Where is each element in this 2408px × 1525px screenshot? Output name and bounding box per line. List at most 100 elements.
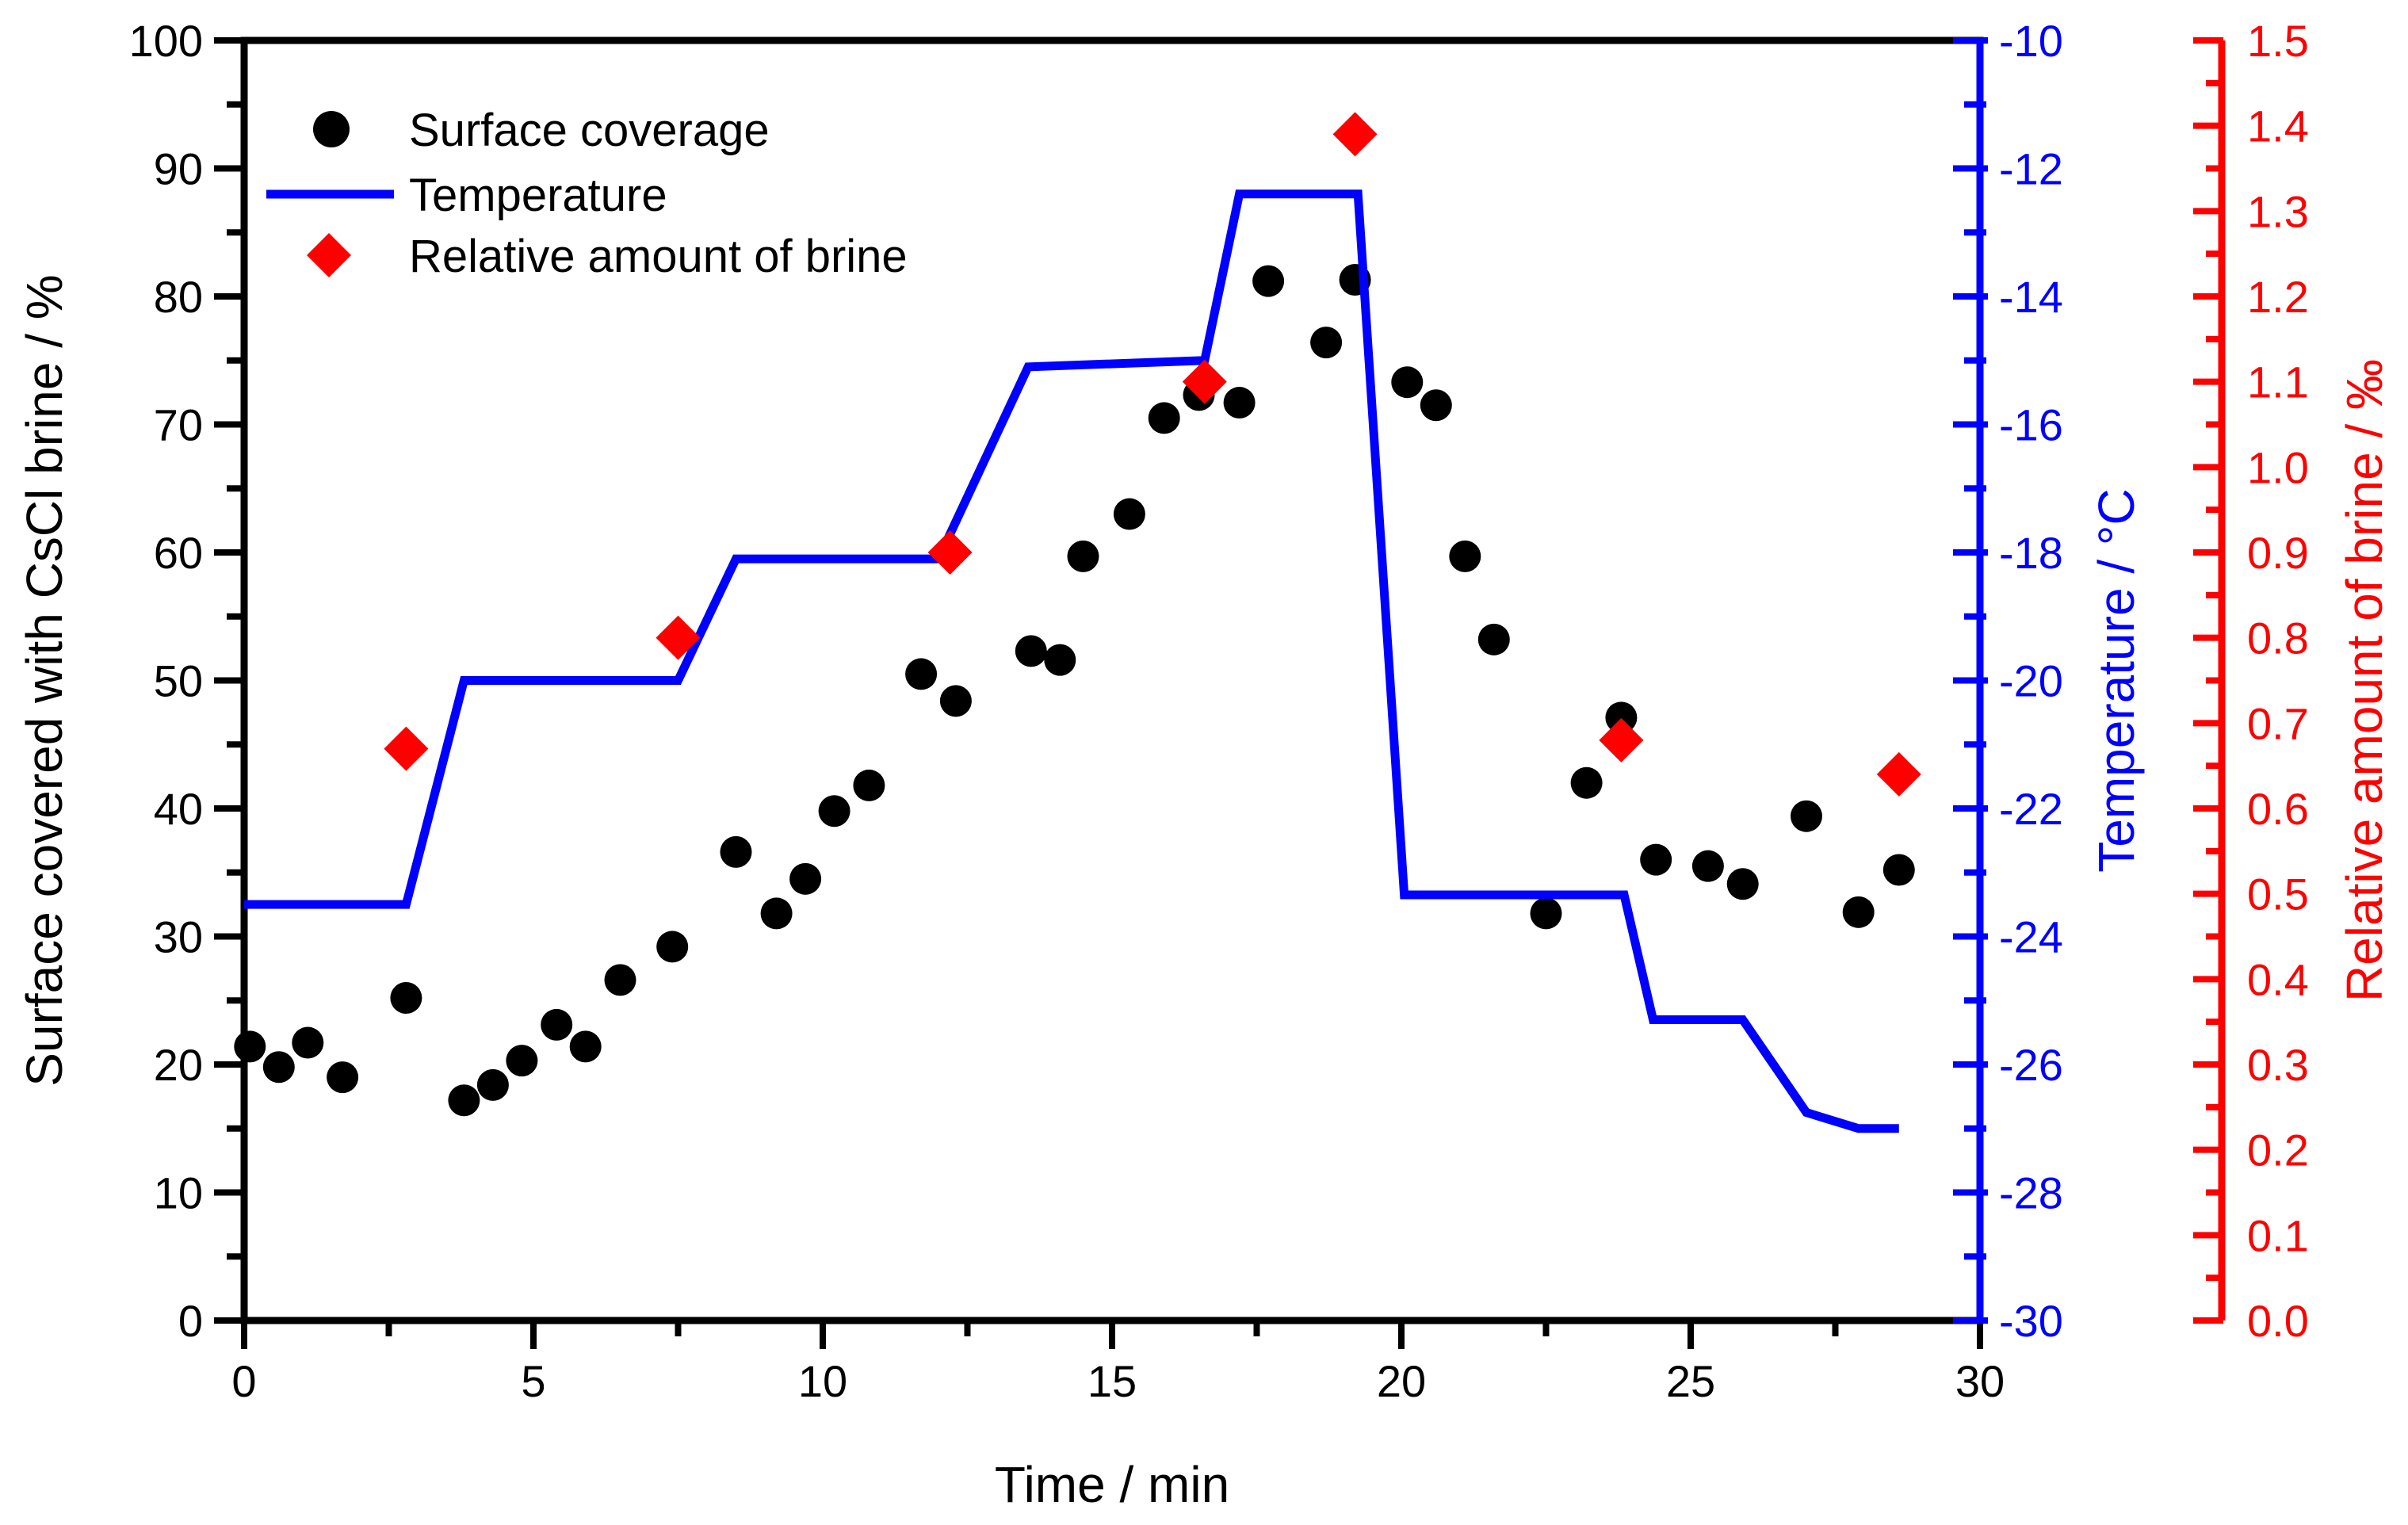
- x-tick-label: 0: [231, 1356, 256, 1406]
- surface-coverage-point: [327, 1061, 359, 1094]
- temperature-axis-title: Temperature / °C: [2088, 488, 2145, 872]
- series-temperature: [244, 189, 1899, 1133]
- surface-coverage-point: [541, 1008, 573, 1041]
- surface-coverage-point: [818, 795, 850, 827]
- surface-coverage-point: [292, 1026, 324, 1059]
- series-relative-amount-of-brine: [384, 112, 1921, 797]
- temperature-tick-label: -24: [1999, 912, 2063, 962]
- surface-coverage-point: [604, 964, 636, 996]
- surface-coverage-point: [390, 982, 422, 1015]
- y-left-tick-label: 10: [154, 1168, 203, 1218]
- surface-coverage-point: [939, 685, 972, 717]
- legend-item: Relative amount of brine: [307, 231, 908, 282]
- y-left-tick-label: 100: [129, 16, 203, 66]
- temperature-tick-label: -30: [1999, 1296, 2063, 1346]
- surface-coverage-point: [506, 1045, 538, 1077]
- brine-tick-label: 0.3: [2247, 1040, 2309, 1090]
- x-axis-title: Time / min: [995, 1456, 1229, 1513]
- brine-tick-label: 0.2: [2247, 1126, 2309, 1175]
- brine-tick-label: 0.9: [2247, 528, 2309, 578]
- brine-point: [1182, 359, 1227, 404]
- surface-coverage-point: [1148, 402, 1180, 434]
- brine-tick-label: 1.5: [2247, 16, 2309, 66]
- surface-coverage-point: [1477, 623, 1510, 655]
- surface-coverage-point: [1640, 843, 1672, 876]
- brine-tick-label: 1.1: [2247, 357, 2309, 407]
- y-left-tick-label: 30: [154, 912, 203, 962]
- legend-circle-marker: [313, 111, 350, 147]
- surface-coverage-point: [1015, 635, 1047, 667]
- temperature-tick-label: -20: [1999, 656, 2063, 706]
- brine-point: [1599, 717, 1644, 762]
- brine-tick-label: 0.1: [2247, 1210, 2309, 1260]
- surface-coverage-point: [1067, 540, 1099, 572]
- y-left-tick-label: 20: [154, 1040, 203, 1090]
- surface-coverage-point: [476, 1068, 509, 1101]
- legend-diamond-marker: [307, 233, 351, 277]
- surface-coverage-point: [1726, 868, 1759, 900]
- surface-coverage-point: [569, 1030, 602, 1063]
- brine-tick-label: 0.7: [2247, 698, 2309, 748]
- surface-coverage-point: [1044, 644, 1076, 676]
- y-left-axis-title: Surface covered with CsCl brine / %: [16, 274, 73, 1086]
- brine-point: [384, 726, 429, 771]
- surface-coverage-point: [1310, 327, 1343, 359]
- brine-point: [656, 615, 701, 660]
- brine-tick-label: 1.4: [2247, 101, 2309, 151]
- surface-coverage-point: [1530, 897, 1562, 930]
- brine-point: [927, 530, 973, 575]
- surface-coverage-point: [1449, 540, 1481, 572]
- surface-coverage-point: [789, 862, 822, 895]
- brine-tick-label: 1.2: [2247, 272, 2309, 322]
- brine-tick-label: 0.8: [2247, 613, 2309, 663]
- temperature-axis: -30 -28 -26 -24 -22 -20 -18 -16 -14 -12 -10 Tempera…: [1953, 16, 2145, 1346]
- x-tick-label: 15: [1087, 1356, 1137, 1406]
- surface-coverage-point: [1842, 896, 1875, 928]
- x-tick-label: 5: [521, 1356, 545, 1406]
- brine-tick-label: 0.5: [2247, 870, 2309, 919]
- temperature-tick-label: -18: [1999, 528, 2063, 578]
- y-left-tick-label: 60: [154, 528, 203, 578]
- y-left-tick-label: 90: [154, 144, 203, 194]
- surface-coverage-point: [1391, 366, 1424, 399]
- temperature-tick-label: -12: [1999, 144, 2063, 194]
- surface-coverage-point: [905, 658, 938, 690]
- brine-axis: 0.0 0.1 0.2 0.3 0.4 0.5 0.6 0.7 0.8 0.9 1.0 1.1 1.2 1…: [2193, 16, 2393, 1346]
- x-tick-label: 20: [1377, 1356, 1426, 1406]
- brine-tick-label: 0.6: [2247, 784, 2309, 834]
- x-tick-label: 30: [1955, 1356, 2005, 1406]
- y-left-tick-label: 40: [154, 784, 203, 834]
- surface-coverage-point: [262, 1051, 295, 1084]
- legend-label: Surface coverage: [409, 105, 770, 156]
- temperature-tick-label: -16: [1999, 400, 2063, 450]
- x-tick-label: 10: [798, 1356, 847, 1406]
- legend-label: Relative amount of brine: [409, 231, 908, 282]
- temperature-curve: [244, 189, 1899, 1133]
- surface-coverage-point: [853, 769, 885, 801]
- temperature-tick-label: -28: [1999, 1168, 2063, 1218]
- surface-coverage-point: [1570, 766, 1603, 799]
- brine-axis-title: Relative amount of brine / ‰: [2336, 359, 2393, 1002]
- y-left-tick-label: 70: [154, 400, 203, 450]
- brine-point: [1332, 112, 1378, 157]
- y-left-axis: 0 10 20 30 40 50 60 70 80 90 100 Surface covered wi…: [16, 16, 246, 1346]
- surface-coverage-point: [656, 931, 689, 963]
- temperature-tick-label: -10: [1999, 16, 2063, 66]
- brine-tick-label: 1.3: [2247, 186, 2309, 236]
- surface-coverage-point: [1791, 800, 1822, 832]
- surface-coverage-point: [1691, 850, 1724, 882]
- surface-coverage-point: [234, 1030, 266, 1063]
- legend: Surface coverage Temperature Relative amou…: [266, 105, 908, 282]
- surface-coverage-point: [1252, 265, 1285, 297]
- y-left-tick-label: 0: [178, 1296, 203, 1346]
- legend-label: Temperature: [409, 170, 667, 221]
- surface-coverage-point: [1223, 387, 1256, 419]
- surface-coverage-point: [1605, 701, 1638, 734]
- surface-coverage-point: [760, 897, 793, 930]
- legend-item: Temperature: [266, 170, 667, 221]
- surface-coverage-point: [448, 1084, 480, 1117]
- brine-tick-label: 1.0: [2247, 442, 2309, 492]
- surface-coverage-point: [720, 835, 752, 868]
